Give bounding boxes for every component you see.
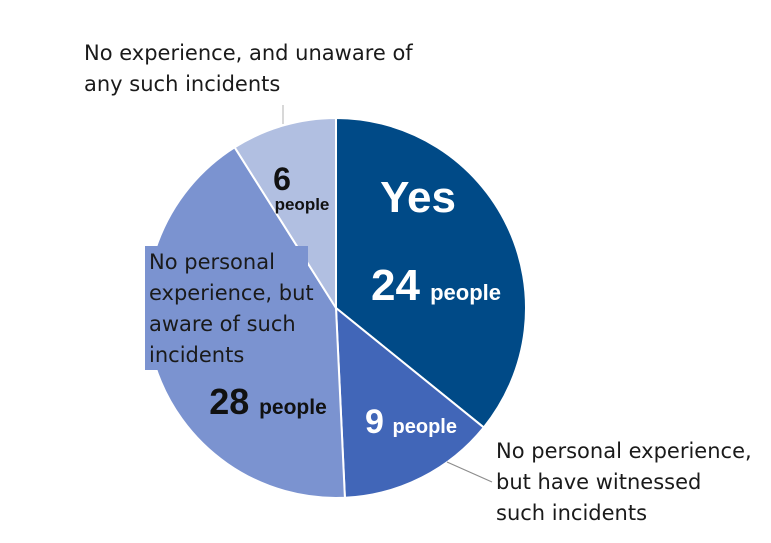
value-number-unaware: 6 bbox=[273, 161, 291, 197]
value-label-yes: 24 people bbox=[371, 261, 501, 310]
label-witnessed: No personal experience, but have witness… bbox=[496, 439, 752, 525]
value-label-witnessed: 9 people bbox=[365, 403, 457, 441]
value-unit-unaware: people bbox=[275, 195, 330, 214]
slice-title-yes: Yes bbox=[380, 173, 456, 222]
leader-line-witnessed bbox=[446, 461, 493, 483]
label-unaware: No experience, and unaware of any such i… bbox=[84, 41, 413, 96]
pie-slice-unaware bbox=[233, 116, 337, 312]
aware-label-background bbox=[145, 246, 308, 370]
label-aware: No personal experience, but aware of suc… bbox=[149, 250, 314, 367]
pie-slice-witnessed bbox=[334, 305, 486, 499]
value-label-aware: 28 people bbox=[209, 381, 327, 422]
pie-slice-yes bbox=[335, 116, 527, 429]
